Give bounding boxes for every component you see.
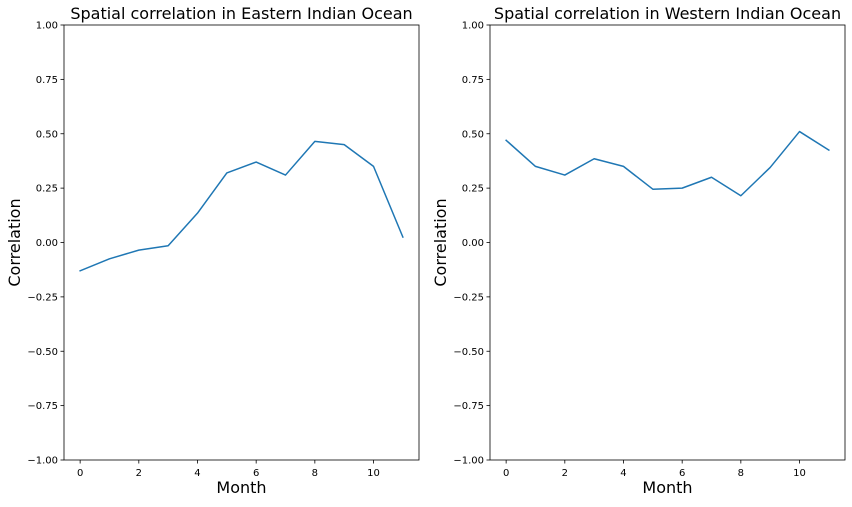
data-point	[652, 188, 654, 190]
data-point	[138, 249, 140, 251]
data-point	[681, 187, 683, 189]
data-point	[711, 177, 713, 179]
y-tick-label: −0.25	[27, 292, 58, 303]
x-tick-label: 2	[562, 468, 568, 479]
y-tick-label: −0.75	[27, 401, 58, 412]
data-point	[197, 212, 199, 214]
data-point	[740, 195, 742, 197]
data-point	[593, 158, 595, 160]
x-tick-label: 0	[503, 468, 509, 479]
y-tick-label: −0.50	[27, 347, 58, 358]
x-tick-label: 0	[77, 468, 83, 479]
y-tick-label: −0.50	[453, 347, 484, 358]
x-tick-label: 10	[793, 468, 806, 479]
data-point	[109, 258, 111, 260]
data-point	[285, 174, 287, 176]
x-axis-label: Month	[216, 478, 266, 497]
y-tick-label: 0.50	[36, 129, 58, 140]
y-tick-label: 0.75	[462, 75, 484, 86]
data-point	[373, 166, 375, 168]
chart-title: Spatial correlation in Eastern Indian Oc…	[70, 4, 412, 23]
data-point	[828, 149, 830, 151]
y-tick-label: 0.00	[36, 238, 58, 249]
y-tick-label: 1.00	[462, 21, 484, 32]
data-point	[505, 140, 507, 142]
x-tick-label: 6	[253, 468, 259, 479]
y-axis-label: Correlation	[431, 198, 450, 286]
y-tick-label: 0.75	[36, 75, 58, 86]
data-point	[799, 131, 801, 133]
x-tick-label: 8	[312, 468, 318, 479]
chart-panel-2: −1.00 −0.75 −0.50 −0.25 0.00 0.25 0.50 0.75 1.00…	[431, 4, 846, 497]
x-tick-label: 8	[738, 468, 744, 479]
x-tick-label: 4	[194, 468, 200, 479]
data-point	[535, 166, 537, 168]
y-tick-label: 0.25	[462, 184, 484, 195]
data-point	[79, 270, 81, 272]
plot-area-frame	[63, 24, 420, 461]
y-tick-label: −1.00	[453, 456, 484, 467]
data-point	[255, 161, 257, 163]
x-tick-label: 4	[620, 468, 626, 479]
data-point	[564, 174, 566, 176]
data-point	[623, 166, 625, 168]
y-tick-label: 1.00	[36, 21, 58, 32]
series-line-1	[79, 140, 404, 272]
x-tick-label: 6	[679, 468, 685, 479]
y-tick-label: 0.25	[36, 184, 58, 195]
y-tick-label: −1.00	[27, 456, 58, 467]
data-point	[402, 236, 404, 238]
x-tick-label: 10	[367, 468, 380, 479]
series-line-1	[505, 130, 830, 197]
y-tick-label: −0.75	[453, 401, 484, 412]
y-tick-label: 0.50	[462, 129, 484, 140]
chart-title: Spatial correlation in Western Indian Oc…	[494, 4, 841, 23]
y-axis-label: Correlation	[5, 198, 24, 286]
data-point	[769, 167, 771, 169]
y-tick-label: 0.00	[462, 238, 484, 249]
x-axis-label: Month	[642, 478, 692, 497]
y-tick-label: −0.25	[453, 292, 484, 303]
data-point	[343, 144, 345, 146]
plot-area-frame	[489, 24, 846, 461]
data-point	[167, 245, 169, 247]
x-tick-label: 2	[136, 468, 142, 479]
data-point	[314, 141, 316, 143]
chart-panel-1: −1.00 −0.75 −0.50 −0.25 0.00 0.25 0.50 0.75 1.00…	[5, 4, 420, 497]
data-point	[226, 172, 228, 174]
